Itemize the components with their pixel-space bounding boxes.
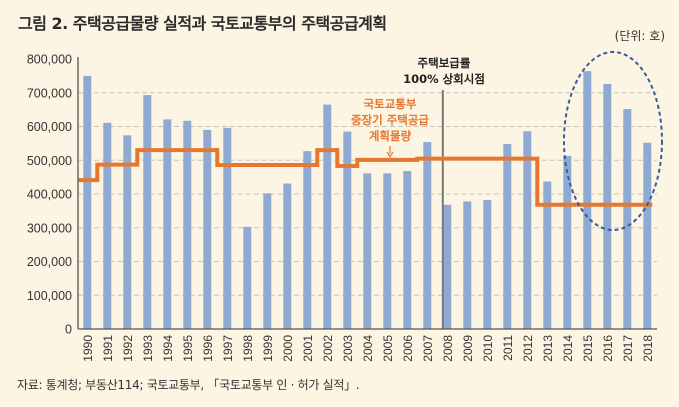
x-tick-label: 1991 <box>101 335 115 362</box>
x-tick-label: 1997 <box>221 335 235 362</box>
x-tick-label: 2004 <box>361 335 375 362</box>
x-tick-label: 2010 <box>481 335 495 362</box>
x-tick-label: 2012 <box>521 335 535 362</box>
x-tick-label: 2002 <box>321 335 335 362</box>
bar-1992 <box>123 135 132 329</box>
x-tick-label: 2008 <box>441 335 455 362</box>
bar-2012 <box>523 131 532 329</box>
y-tick-label: 300,000 <box>27 221 72 235</box>
x-tick-label: 1994 <box>161 335 175 362</box>
bar-2009 <box>463 201 472 329</box>
x-tick-label: 2009 <box>461 335 475 362</box>
bar-2003 <box>343 131 352 329</box>
bar-2013 <box>543 181 552 329</box>
bar-2000 <box>283 183 292 329</box>
x-tick-label: 2015 <box>581 335 595 362</box>
bar-1995 <box>183 120 192 329</box>
x-tick-label: 1998 <box>241 335 255 362</box>
x-tick-label: 2000 <box>281 335 295 362</box>
x-tick-label: 1999 <box>261 335 275 362</box>
figure-title: 그림 2. 주택공급물량 실적과 국토교통부의 주택공급계획 <box>18 14 387 33</box>
y-tick-label: 500,000 <box>27 154 72 168</box>
bar-2004 <box>363 173 372 329</box>
plan-annotation-line3: 계획물량 <box>369 129 412 143</box>
y-axis-ticks: 0 100,000 200,000 300,000 400,000 500,000 600,… <box>27 53 72 337</box>
annotations: 주택보급률 100% 상회시점 국토교통부 중장기 주택공급 계획물량 <box>351 51 663 231</box>
bar-2008 <box>443 204 452 329</box>
bar-1994 <box>163 119 172 329</box>
marker-annotation-line2: 100% 상회시점 <box>403 72 485 86</box>
bar-1991 <box>103 122 112 329</box>
bar-2007 <box>423 142 432 329</box>
y-tick-label: 400,000 <box>27 188 72 202</box>
bars <box>83 71 652 330</box>
x-tick-label: 1992 <box>121 335 135 362</box>
marker-annotation-line1: 주택보급률 <box>418 56 471 70</box>
source-note: 자료: 통계청; 부동산114; 국토교통부, 「국토교통부 인 · 허가 실적… <box>17 378 360 392</box>
bar-2018 <box>643 142 652 329</box>
bar-2017 <box>623 108 632 329</box>
bar-2002 <box>323 104 332 329</box>
x-tick-label: 1990 <box>81 335 95 362</box>
y-tick-label: 0 <box>65 323 72 337</box>
x-tick-label: 2011 <box>501 335 515 361</box>
plan-annotation-line1: 국토교통부 <box>364 97 417 111</box>
bar-2015 <box>583 71 592 330</box>
bar-1997 <box>223 127 232 329</box>
y-tick-label: 100,000 <box>27 289 72 303</box>
x-tick-label: 2003 <box>341 335 355 362</box>
bar-2005 <box>383 173 392 329</box>
highlight-ellipse <box>563 51 663 231</box>
x-axis-ticks: 1990 1991 1992 1993 1994 1995 1996 1997 1998 1999… <box>81 335 655 362</box>
x-tick-label: 2016 <box>601 335 615 362</box>
y-tick-label: 200,000 <box>27 255 72 269</box>
bar-2001 <box>303 151 312 329</box>
unit-label: (단위: 호) <box>614 29 665 43</box>
y-tick-label: 700,000 <box>27 86 72 100</box>
x-tick-label: 2007 <box>421 335 435 362</box>
x-tick-label: 2005 <box>381 335 395 362</box>
plan-annotation-line2: 중장기 주택공급 <box>351 113 429 127</box>
bar-1990 <box>83 75 92 329</box>
x-tick-label: 2013 <box>541 335 555 362</box>
bar-1996 <box>203 129 212 329</box>
x-tick-label: 1995 <box>181 335 195 362</box>
x-tick-label: 2018 <box>641 335 655 362</box>
bar-2006 <box>403 171 412 329</box>
x-tick-label: 2017 <box>621 335 635 362</box>
x-tick-label: 2001 <box>301 335 315 362</box>
x-tick-label: 1993 <box>141 335 155 362</box>
bar-2010 <box>483 200 492 329</box>
plan-line-group <box>78 148 653 207</box>
x-tick-label: 1996 <box>201 335 215 362</box>
bar-2011 <box>503 144 512 329</box>
x-tick-label: 2014 <box>561 335 575 362</box>
y-tick-label: 600,000 <box>27 120 72 134</box>
plan-annotation-arrow <box>386 146 394 159</box>
bar-1993 <box>143 95 152 329</box>
bar-1998 <box>243 226 252 329</box>
axes <box>77 57 657 330</box>
y-tick-label: 800,000 <box>27 53 72 67</box>
bar-2014 <box>563 155 572 329</box>
x-tick-label: 2006 <box>401 335 415 362</box>
bar-1999 <box>263 193 272 329</box>
plan-step-line <box>78 148 653 207</box>
